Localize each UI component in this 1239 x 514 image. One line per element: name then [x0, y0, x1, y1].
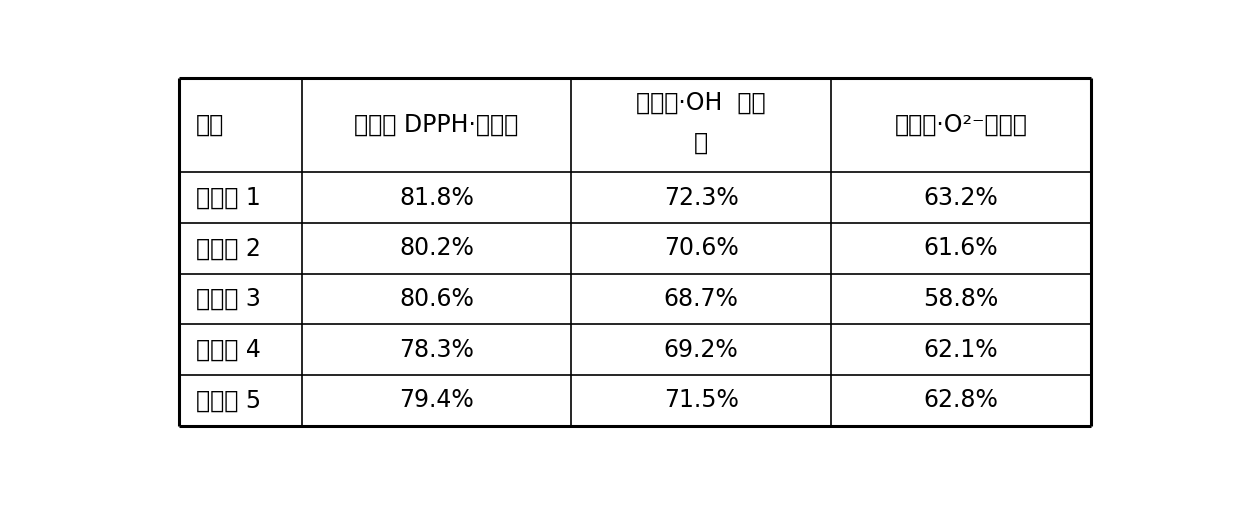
Text: 实施例 3: 实施例 3 [196, 287, 261, 311]
Text: 自由基·OH  抑制: 自由基·OH 抑制 [637, 91, 766, 115]
Text: 样品: 样品 [196, 113, 224, 137]
Text: 自由基·O²⁻抑制率: 自由基·O²⁻抑制率 [895, 113, 1027, 137]
Text: 68.7%: 68.7% [664, 287, 738, 311]
Text: 实施例 1: 实施例 1 [196, 186, 261, 210]
Text: 80.6%: 80.6% [399, 287, 475, 311]
Text: 实施例 2: 实施例 2 [196, 236, 261, 261]
Text: 58.8%: 58.8% [923, 287, 999, 311]
Text: 实施例 4: 实施例 4 [196, 338, 261, 362]
Text: 72.3%: 72.3% [664, 186, 738, 210]
Text: 实施例 5: 实施例 5 [196, 389, 261, 412]
Text: 62.1%: 62.1% [924, 338, 999, 362]
Text: 自由基 DPPH·抑制率: 自由基 DPPH·抑制率 [354, 113, 519, 137]
Text: 70.6%: 70.6% [664, 236, 738, 261]
Text: 71.5%: 71.5% [664, 389, 738, 412]
Text: 79.4%: 79.4% [399, 389, 475, 412]
Text: 81.8%: 81.8% [399, 186, 475, 210]
Text: 78.3%: 78.3% [399, 338, 475, 362]
Text: 62.8%: 62.8% [923, 389, 999, 412]
Text: 69.2%: 69.2% [664, 338, 738, 362]
Text: 61.6%: 61.6% [924, 236, 999, 261]
Text: 63.2%: 63.2% [924, 186, 999, 210]
Text: 率: 率 [694, 131, 709, 155]
Text: 80.2%: 80.2% [399, 236, 475, 261]
